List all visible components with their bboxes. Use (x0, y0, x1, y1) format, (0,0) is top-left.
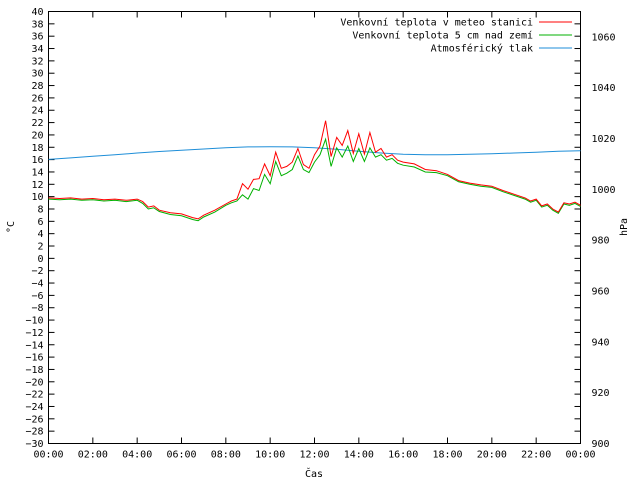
y-tick-label: 30 (31, 69, 43, 80)
legend: Venkovní teplota v meteo staniciVenkovní… (340, 17, 572, 55)
y-tick-label: −28 (25, 427, 43, 438)
y-tick-label: −14 (25, 340, 43, 351)
y-tick-label: 6 (37, 217, 43, 228)
ticks-layer: 4038363432302826242220181614121086420−2−… (25, 7, 615, 461)
y-tick-label: 22 (31, 118, 43, 129)
y-tick-label: −2 (31, 266, 43, 277)
x-tick-label: 14:00 (344, 450, 374, 461)
x-tick-label: 06:00 (166, 450, 196, 461)
y-tick-label: −10 (25, 316, 43, 327)
y2-tick-label: 900 (592, 439, 610, 450)
y-tick-label: 2 (37, 242, 43, 253)
y-tick-label: 0 (37, 254, 43, 265)
y-tick-label: 16 (31, 155, 43, 166)
y-tick-label: 20 (31, 130, 43, 141)
legend-label: Atmosférický tlak (431, 43, 533, 55)
y2-tick-label: 980 (592, 236, 610, 247)
y-tick-label: 34 (31, 44, 43, 55)
y-tick-label: −26 (25, 414, 43, 425)
x-tick-label: 04:00 (122, 450, 152, 461)
x-tick-label: 00:00 (565, 450, 595, 461)
y-tick-label: 40 (31, 7, 43, 18)
x-tick-label: 02:00 (78, 450, 108, 461)
x-tick-label: 22:00 (521, 450, 551, 461)
y2-tick-label: 1040 (592, 83, 616, 94)
series-layer (48, 120, 581, 222)
x-tick-label: 12:00 (299, 450, 329, 461)
y-tick-label: 18 (31, 143, 43, 154)
y2-tick-label: 920 (592, 388, 610, 399)
x-tick-label: 10:00 (255, 450, 285, 461)
y-tick-label: −22 (25, 390, 43, 401)
y-tick-label: 26 (31, 93, 43, 104)
y-tick-label: 32 (31, 56, 43, 67)
y-tick-label: 36 (31, 32, 43, 43)
series-line-2 (48, 137, 581, 222)
series-line-1 (48, 120, 581, 220)
y2-tick-label: 960 (592, 287, 610, 298)
y-tick-label: 14 (31, 167, 43, 178)
y-tick-label: −8 (31, 303, 43, 314)
x-tick-label: 20:00 (477, 450, 507, 461)
y-tick-label: −16 (25, 353, 43, 364)
y2-tick-label: 940 (592, 337, 610, 348)
y-tick-label: −20 (25, 377, 43, 388)
y-tick-label: 4 (37, 229, 43, 240)
y-tick-label: 38 (31, 19, 43, 30)
plot-frame (48, 11, 581, 444)
x-tick-label: 00:00 (33, 450, 63, 461)
x-axis-label: Čas (305, 467, 323, 480)
x-tick-label: 18:00 (432, 450, 462, 461)
series-line-3 (48, 146, 581, 160)
y-tick-label: 10 (31, 192, 43, 203)
y-tick-label: −24 (25, 402, 43, 413)
y2-tick-label: 1000 (592, 185, 616, 196)
x-tick-label: 16:00 (388, 450, 418, 461)
y2-axis-label: hPa (619, 218, 630, 236)
x-tick-label: 08:00 (211, 450, 241, 461)
y-tick-label: −18 (25, 365, 43, 376)
y-tick-label: −6 (31, 291, 43, 302)
legend-label: Venkovní teplota 5 cm nad zemí (352, 30, 533, 42)
y-tick-label: −4 (31, 279, 43, 290)
legend-label: Venkovní teplota v meteo stanici (340, 17, 533, 29)
y-tick-label: 8 (37, 204, 43, 215)
y2-tick-label: 1060 (592, 32, 616, 43)
y-tick-label: −12 (25, 328, 43, 339)
y-tick-label: 24 (31, 106, 43, 117)
y-tick-label: −30 (25, 439, 43, 450)
y-tick-label: 28 (31, 81, 43, 92)
y-axis-label: °C (6, 221, 17, 233)
y-tick-label: 12 (31, 180, 43, 191)
y2-tick-label: 1020 (592, 134, 616, 145)
